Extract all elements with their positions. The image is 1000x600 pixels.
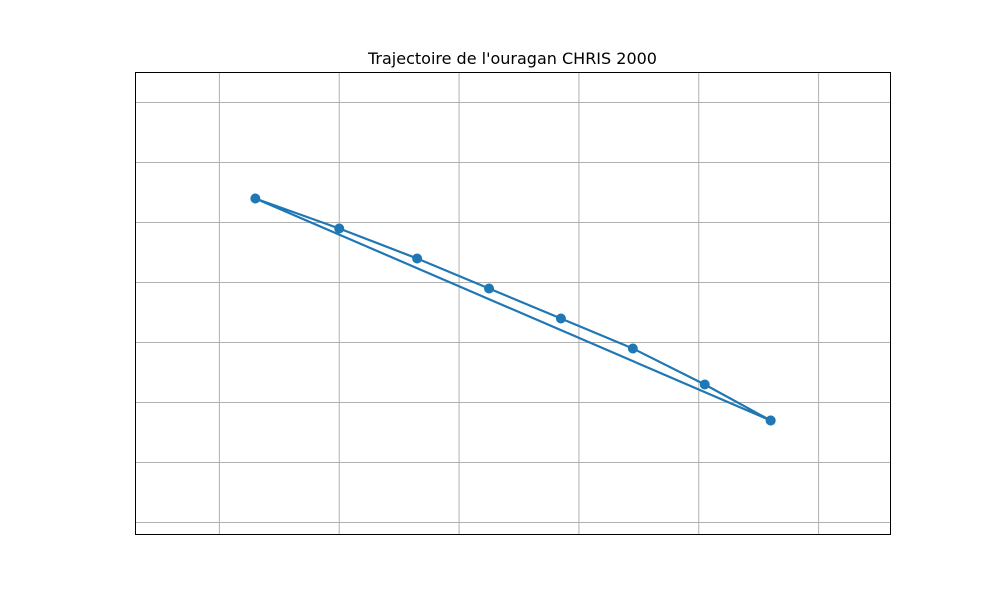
track-point-8 (765, 415, 776, 426)
plot-frame (135, 72, 891, 535)
track-point-7 (250, 193, 261, 204)
track-point-6 (334, 223, 345, 234)
track-point-2 (627, 343, 638, 354)
grid-layer (135, 72, 891, 535)
series-layer (250, 193, 776, 426)
track-point-1 (699, 379, 710, 390)
track-point-3 (555, 313, 566, 324)
chart-title: Trajectoire de l'ouragan CHRIS 2000 (367, 49, 657, 68)
track-point-5 (412, 253, 423, 264)
track-point-4 (484, 283, 495, 294)
